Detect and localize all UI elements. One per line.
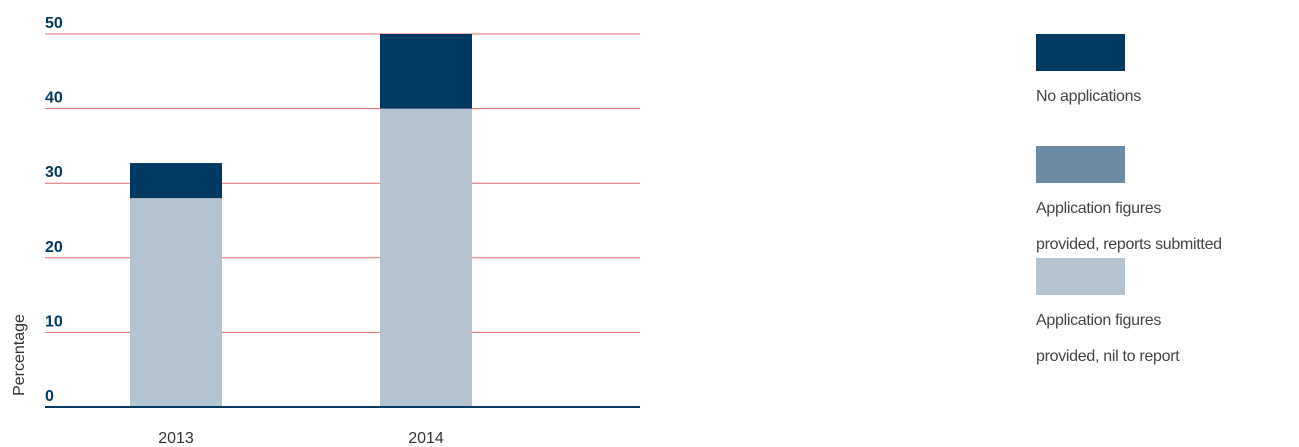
- legend-item: Application figures provided, nil to rep…: [1036, 258, 1298, 370]
- legend-label: No applications: [1036, 88, 1141, 105]
- x-tick-label: 2014: [408, 430, 444, 447]
- legend-swatch: [1036, 34, 1125, 71]
- legend-label: Application figures provided, reports su…: [1036, 200, 1222, 253]
- legend-item: Application figures provided, reports su…: [1036, 146, 1298, 258]
- legend: No applications Application figures provi…: [1036, 34, 1298, 370]
- y-tick-label: 50: [45, 15, 63, 32]
- y-tick-label: 10: [45, 313, 63, 330]
- bar-segment: [130, 163, 222, 199]
- legend-swatch: [1036, 258, 1125, 295]
- y-tick-label: 0: [45, 388, 54, 405]
- legend-swatch: [1036, 146, 1125, 183]
- legend-item: No applications: [1036, 34, 1298, 146]
- y-tick-label: 40: [45, 90, 63, 107]
- y-tick-label: 30: [45, 164, 63, 181]
- bar-segment: [380, 108, 472, 407]
- bar-segment: [380, 34, 472, 109]
- y-tick-label: 20: [45, 239, 63, 256]
- bar-segment: [130, 198, 222, 407]
- legend-label: Application figures provided, nil to rep…: [1036, 312, 1180, 365]
- x-tick-label: 2013: [158, 430, 194, 447]
- y-axis-label: Percentage: [11, 314, 28, 396]
